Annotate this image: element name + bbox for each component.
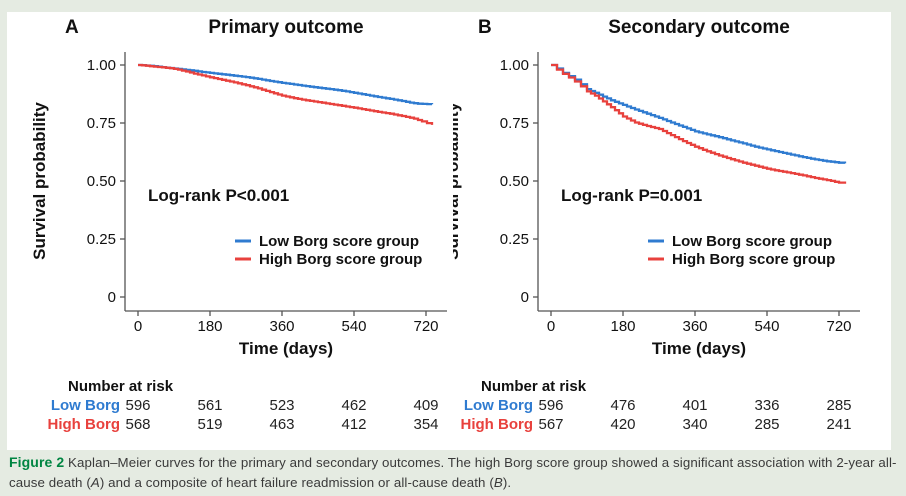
legend-label: Low Borg score group [672, 233, 832, 250]
figure-caption-text-1: Kaplan–Meier curves for the primary and … [9, 455, 897, 491]
panel-label: B [478, 17, 492, 38]
y-tick-label: 1.00 [87, 57, 116, 74]
chart-title: Primary outcome [208, 17, 363, 38]
risk-count: 462 [341, 397, 366, 414]
x-tick-label: 360 [269, 318, 294, 335]
risk-count: 241 [826, 416, 851, 433]
x-tick-label: 720 [826, 318, 851, 335]
risk-count: 519 [197, 416, 222, 433]
x-tick-label: 540 [754, 318, 779, 335]
x-tick-label: 0 [134, 318, 142, 335]
risk-count: 340 [682, 416, 707, 433]
x-tick-label: 180 [610, 318, 635, 335]
risk-count: 412 [341, 416, 366, 433]
x-tick-label: 360 [682, 318, 707, 335]
km-chart-secondary-outcome: B Secondary outcome Survival probability 1.… [443, 0, 906, 455]
y-tick-label: 1.00 [500, 57, 529, 74]
km-plot-a: A Primary outcome Survival probability 1.00… [30, 17, 447, 433]
y-tick-label: 0.25 [500, 231, 529, 248]
risk-count: 476 [610, 397, 635, 414]
y-tick-label: 0.50 [500, 173, 529, 190]
risk-count: 596 [538, 397, 563, 414]
risk-count: 596 [125, 397, 150, 414]
risk-row-label: Low Borg [51, 397, 120, 414]
risk-count: 354 [413, 416, 438, 433]
risk-count: 401 [682, 397, 707, 414]
risk-count: 463 [269, 416, 294, 433]
risk-count: 568 [125, 416, 150, 433]
panel-label: A [65, 17, 79, 38]
figure-caption-label: Figure 2 [9, 454, 65, 470]
figure-caption-panel-ref-b: B [493, 475, 503, 491]
figure-caption-panel-ref-a: A [90, 475, 100, 491]
y-tick-label: 0 [521, 289, 529, 306]
legend-label: Low Borg score group [259, 233, 419, 250]
survival-curve-high-borg [138, 63, 434, 125]
survival-curve-high-borg [551, 63, 847, 184]
risk-table-header: Number at risk [481, 378, 587, 395]
risk-row-label: High Borg [48, 416, 121, 433]
y-tick-label: 0.75 [87, 115, 116, 132]
x-axis-label: Time (days) [239, 339, 333, 358]
risk-count: 336 [754, 397, 779, 414]
x-tick-label: 540 [341, 318, 366, 335]
km-chart-primary-outcome: A Primary outcome Survival probability 1.00… [0, 0, 453, 455]
figure-caption-text-3: ). [502, 475, 512, 491]
log-rank-annotation: Log-rank P=0.001 [561, 186, 702, 205]
risk-count: 409 [413, 397, 438, 414]
risk-row-label: Low Borg [464, 397, 533, 414]
risk-count: 285 [826, 397, 851, 414]
risk-count: 561 [197, 397, 222, 414]
y-tick-label: 0.25 [87, 231, 116, 248]
x-axis-label: Time (days) [652, 339, 746, 358]
figure-panel-background [7, 12, 891, 450]
y-axis-label: Survival probability [30, 102, 49, 260]
risk-count: 420 [610, 416, 635, 433]
risk-count: 285 [754, 416, 779, 433]
x-tick-label: 180 [197, 318, 222, 335]
y-tick-label: 0 [108, 289, 116, 306]
survival-curve-low-borg [138, 63, 434, 106]
x-tick-label: 0 [547, 318, 555, 335]
y-axis-label: Survival probability [453, 102, 462, 260]
figure-caption: Figure 2 Kaplan–Meier curves for the pri… [9, 452, 897, 493]
chart-title: Secondary outcome [608, 17, 790, 38]
figure-caption-text-2: ) and a composite of heart failure readm… [99, 475, 494, 491]
km-plot-b: B Secondary outcome Survival probability 1.… [443, 17, 860, 433]
log-rank-annotation: Log-rank P<0.001 [148, 186, 289, 205]
risk-count: 567 [538, 416, 563, 433]
legend-label: High Borg score group [259, 251, 422, 268]
y-tick-label: 0.50 [87, 173, 116, 190]
y-tick-label: 0.75 [500, 115, 529, 132]
risk-count: 523 [269, 397, 294, 414]
risk-table-header: Number at risk [68, 378, 174, 395]
x-tick-label: 720 [413, 318, 438, 335]
survival-curve-low-borg [551, 63, 847, 164]
legend-label: High Borg score group [672, 251, 835, 268]
risk-row-label: High Borg [461, 416, 534, 433]
